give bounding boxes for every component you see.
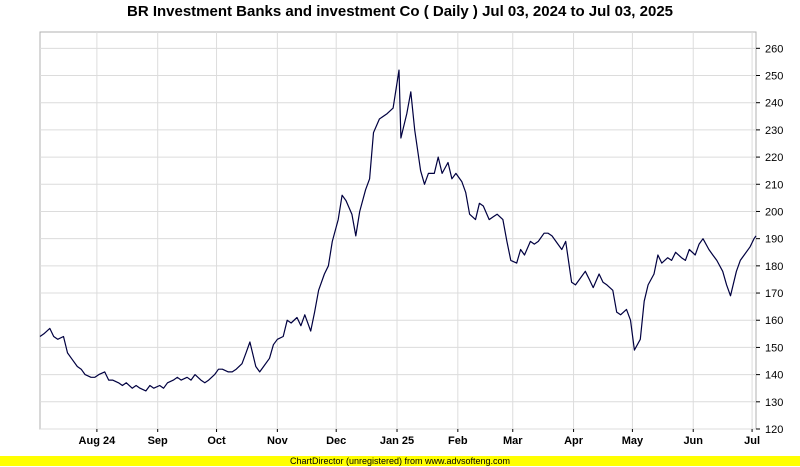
y-axis: 120 130 140 150 160 170 180 190 200 210 220 230 240 2…: [756, 43, 783, 436]
x-tick-label: Nov: [267, 435, 289, 447]
y-tick-label: 230: [765, 125, 783, 137]
y-tick-label: 210: [765, 179, 783, 191]
y-tick-label: 180: [765, 261, 783, 273]
y-tick-label: 140: [765, 370, 783, 382]
x-tick-label: Dec: [326, 435, 346, 447]
series-group: [39, 69, 757, 392]
y-tick-label: 170: [765, 288, 783, 300]
x-tick-label: Mar: [503, 435, 523, 447]
x-tick-label: Apr: [564, 435, 584, 447]
x-tick-label: Aug 24: [79, 435, 117, 447]
y-tick-label: 120: [765, 424, 783, 436]
y-tick-label: 250: [765, 71, 783, 83]
plot-area: [39, 31, 757, 430]
x-tick-label: Sep: [148, 435, 168, 447]
y-tick-label: 130: [765, 397, 783, 409]
y-tick-label: 200: [765, 206, 783, 218]
y-gridlines: [40, 47, 756, 430]
y-tick-label: 160: [765, 315, 783, 327]
y-tick-label: 190: [765, 234, 783, 246]
x-tick-label: Jun: [683, 435, 703, 447]
footer-credit: ChartDirector (unregistered) from www.ad…: [289, 456, 511, 466]
x-tick-label: May: [622, 435, 644, 447]
x-gridlines: [96, 32, 753, 429]
footer-bar: [0, 456, 800, 466]
y-tick-label: 150: [765, 342, 783, 354]
x-axis: Aug 24 Sep Oct Nov Dec Jan 25 Feb Mar Apr May Jun J…: [79, 429, 760, 447]
x-tick-label: Oct: [207, 435, 226, 447]
y-tick-label: 220: [765, 152, 783, 164]
price-series-line: [39, 69, 757, 392]
x-tick-label: Jul: [744, 435, 760, 447]
y-tick-label: 260: [765, 43, 783, 55]
y-tick-label: 240: [765, 98, 783, 110]
x-tick-label: Jan 25: [380, 435, 414, 447]
x-tick-label: Feb: [448, 435, 468, 447]
chart-title: BR Investment Banks and investment Co ( …: [126, 3, 674, 20]
